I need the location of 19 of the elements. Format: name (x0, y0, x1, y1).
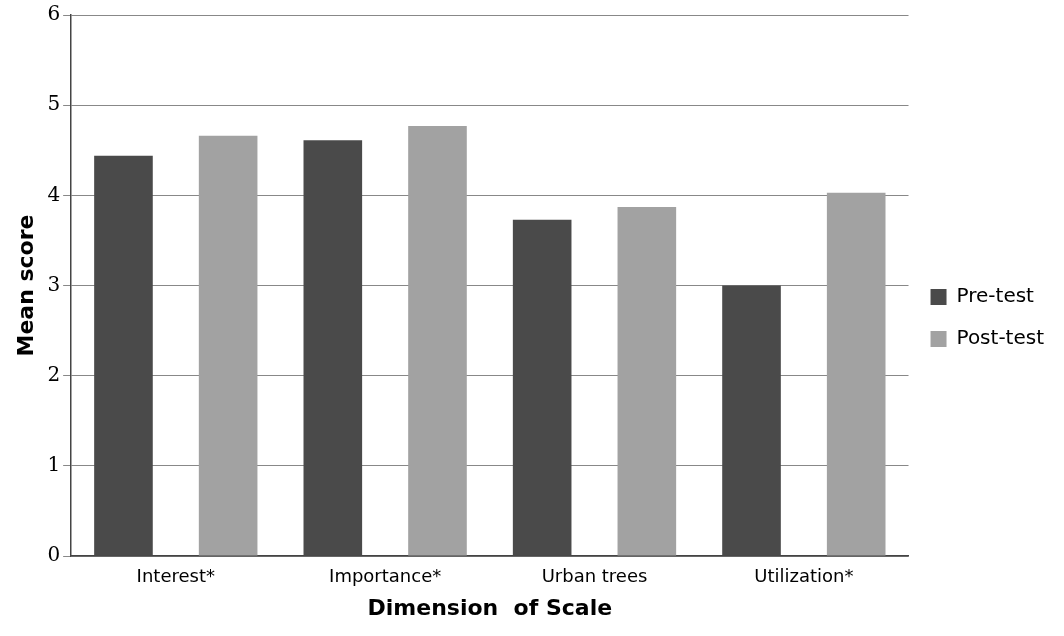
legend-label: Pre-test (956, 283, 1035, 308)
y-tick-label: 3 (47, 271, 61, 296)
y-axis-title: Mean score (12, 214, 38, 357)
x-axis-title: Dimension of Scale (367, 594, 613, 620)
x-tick-label: Interest* (136, 565, 215, 587)
y-tick-label: 2 (47, 361, 61, 386)
x-tick-label: Importance* (329, 565, 442, 587)
y-tick-label: 0 (47, 542, 61, 567)
bar (617, 207, 677, 556)
bar (826, 192, 886, 556)
y-tick-label: 5 (47, 91, 61, 116)
y-tick-label: 1 (47, 452, 61, 477)
x-tick-label: Urban trees (541, 565, 648, 587)
y-tick-label: 4 (47, 181, 61, 206)
bar (408, 125, 467, 556)
legend-label: Post-test (956, 325, 1045, 350)
y-tick-label: 6 (47, 1, 61, 26)
x-tick-label: Utilization* (754, 565, 854, 587)
bar (198, 135, 258, 556)
